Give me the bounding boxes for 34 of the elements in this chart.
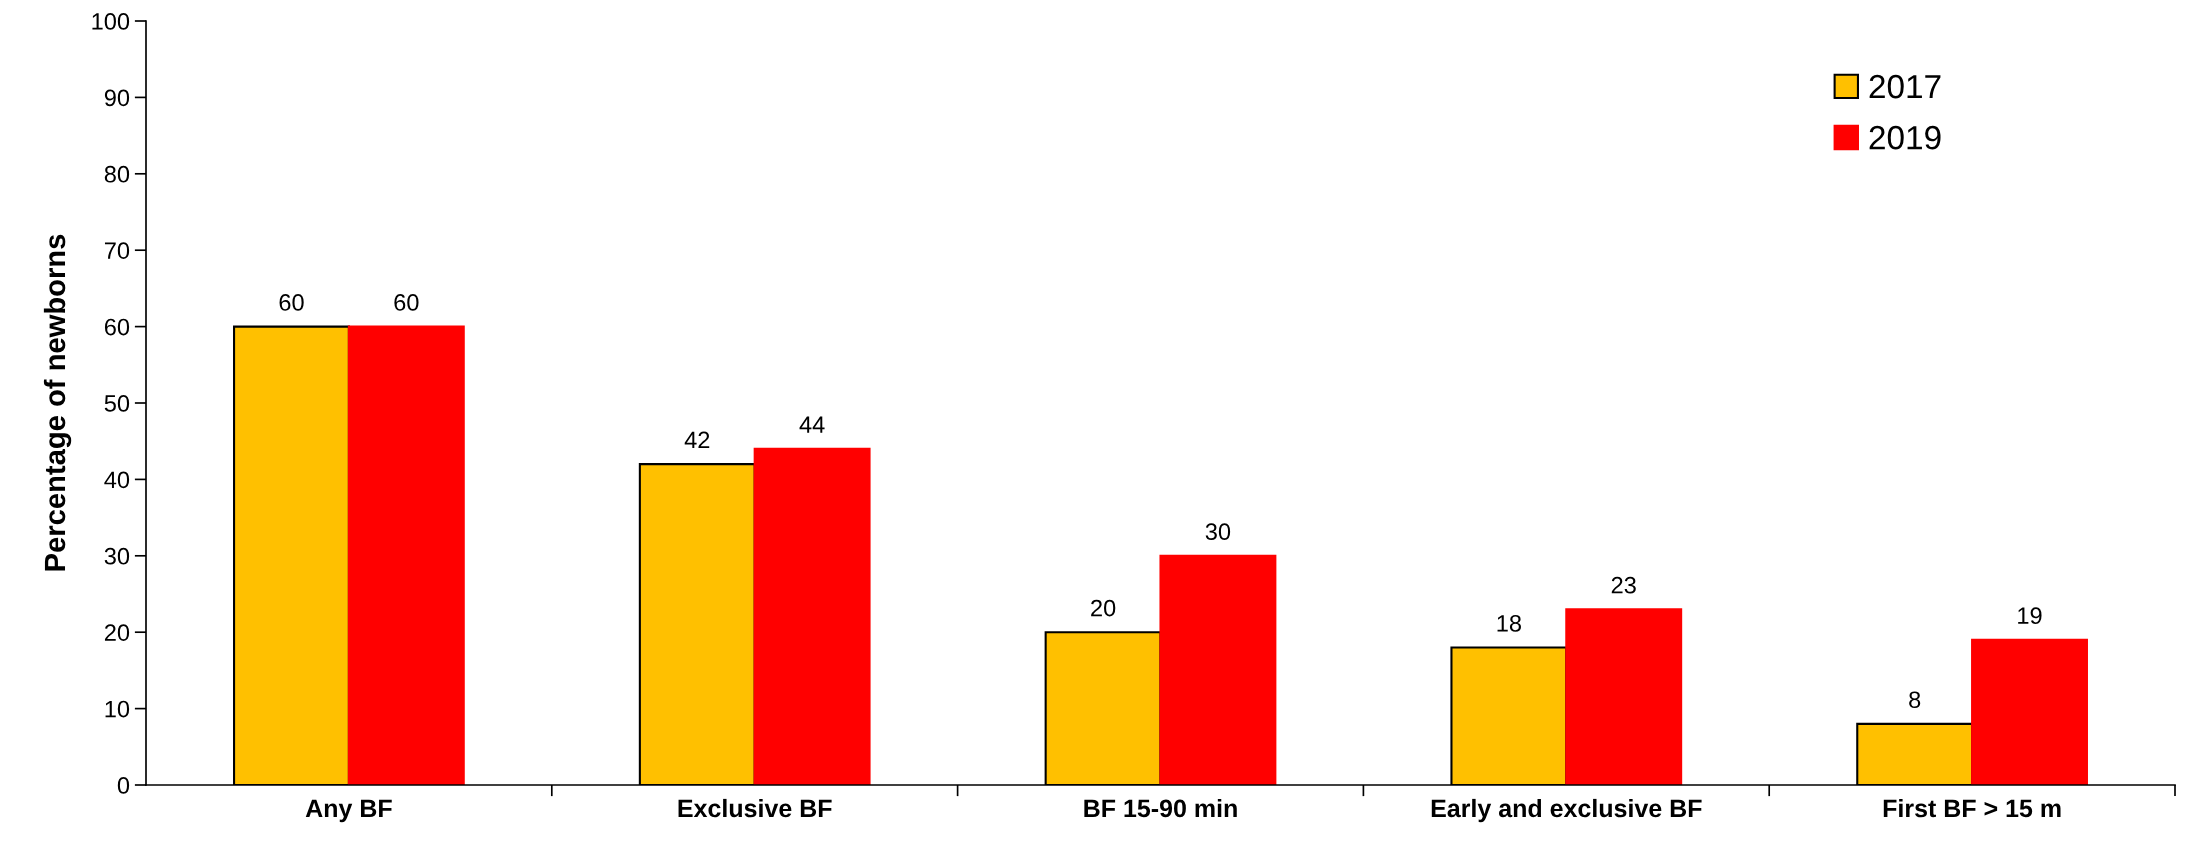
data-label: 44 xyxy=(799,416,825,433)
y-tick-label: 90 xyxy=(104,89,130,107)
y-tick-label: 0 xyxy=(117,777,130,794)
x-tick-label: Exclusive BF xyxy=(678,798,832,818)
y-tick-label: 60 xyxy=(104,318,130,336)
x-tick-label: BF 15-90 min xyxy=(1084,798,1237,818)
x-tick-label: First BF > 15 m xyxy=(1883,798,2061,818)
data-label: 42 xyxy=(684,431,710,449)
legend-label: 2019 xyxy=(1869,125,1941,150)
bar xyxy=(1565,608,1683,785)
y-tick-label: 30 xyxy=(104,547,130,565)
data-label: 23 xyxy=(1611,576,1636,594)
data-label: 60 xyxy=(279,294,304,311)
y-axis-title: Percentage of newborns xyxy=(43,234,72,571)
data-label: 30 xyxy=(1205,523,1231,541)
y-tick-label: 80 xyxy=(104,165,130,183)
y-tick-label: 40 xyxy=(104,471,130,489)
legend-label: 2017 xyxy=(1869,74,1941,99)
data-label: 8 xyxy=(1909,691,1921,709)
bar xyxy=(753,447,871,785)
y-tick-label: 10 xyxy=(105,700,130,718)
bar xyxy=(1971,638,2088,785)
data-label: 60 xyxy=(394,294,419,311)
x-tick-label: Any BF xyxy=(305,799,392,823)
data-label: 20 xyxy=(1091,599,1116,617)
bar xyxy=(1159,554,1277,785)
y-tick-label: 20 xyxy=(104,624,130,641)
y-tick-label: 100 xyxy=(92,13,130,30)
y-tick-label: 50 xyxy=(104,395,130,412)
x-tick-label: Early and exclusive BF xyxy=(1431,798,1702,823)
y-tick-label: 70 xyxy=(104,242,130,259)
bar xyxy=(347,325,465,785)
data-label: 18 xyxy=(1497,614,1521,632)
data-label: 19 xyxy=(2018,607,2042,625)
